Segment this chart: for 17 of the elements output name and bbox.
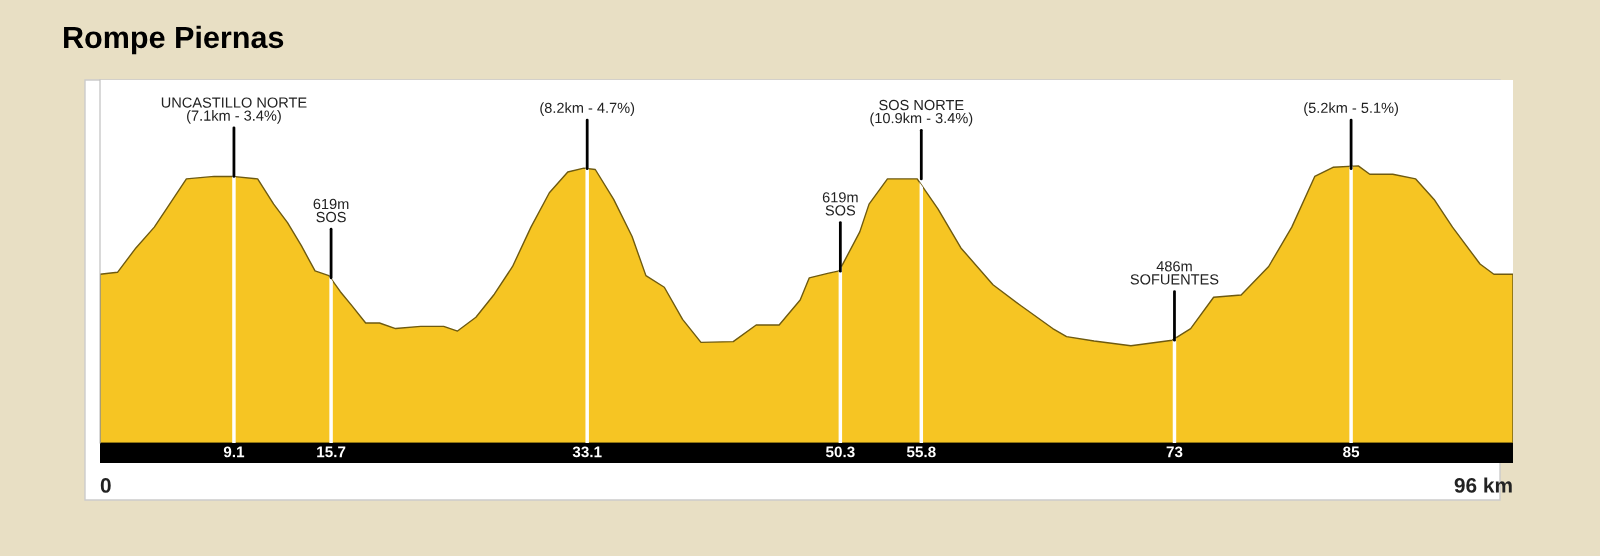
annotation: 619m SOS (822, 192, 858, 216)
x-tick-label: 33.1 (572, 446, 602, 458)
annotation: UNCASTILLO NORTE (7.1km - 3.4%) (161, 97, 307, 124)
annotation: SOS NORTE (10.9km - 3.4%) (870, 99, 973, 127)
x-tick-label: 55.8 (906, 446, 936, 458)
annotation: (5.2km - 5.1%) (1304, 102, 1398, 116)
x-tick-label: 9.1 (223, 446, 245, 458)
x-tick-label: 73 (1166, 446, 1183, 458)
text: 0 (100, 478, 111, 493)
chart-title: Rompe Piernas (64, 25, 284, 55)
text: 96 km (1454, 477, 1512, 493)
x-tick-label: 85 (1343, 446, 1360, 458)
x-tick-label: 50.3 (825, 446, 855, 458)
annotation: 619m SOS (313, 198, 349, 223)
annotation: (8.2km - 4.7%) (540, 102, 635, 116)
x-tick-label: 15.7 (317, 446, 346, 458)
annotation: 486m SOFUENTES (1130, 261, 1219, 285)
